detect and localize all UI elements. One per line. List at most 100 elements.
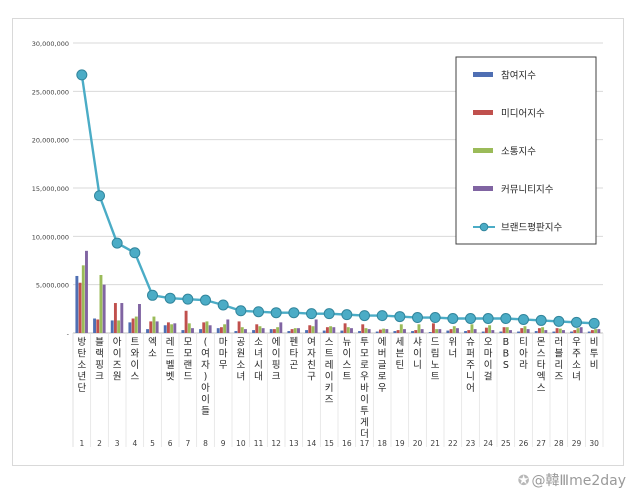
bar — [473, 329, 477, 333]
bar — [470, 324, 474, 333]
bar — [417, 324, 421, 333]
rank-label: 14 — [307, 439, 317, 448]
rank-label: 7 — [185, 439, 190, 448]
rank-label: 4 — [132, 439, 137, 448]
bar — [431, 323, 435, 333]
bar — [491, 330, 495, 333]
bar — [85, 250, 88, 333]
bar — [350, 328, 353, 333]
rank-label: 11 — [254, 439, 264, 448]
line-point — [447, 313, 459, 324]
rank-label: 22 — [448, 439, 458, 448]
line-point — [270, 307, 282, 319]
legend-label: 참여지수 — [501, 70, 536, 82]
bar — [382, 328, 386, 333]
rank-label: 25 — [501, 439, 511, 448]
bar — [181, 330, 185, 333]
bar — [219, 327, 223, 333]
bar — [570, 331, 573, 333]
legend-swatch — [473, 186, 493, 191]
line-point — [359, 310, 370, 322]
bar — [537, 328, 541, 333]
bar — [78, 282, 82, 333]
bar — [329, 326, 333, 333]
bar — [146, 329, 149, 333]
bar — [234, 331, 238, 333]
y-tick-label: 20,000,000 — [32, 137, 69, 145]
line-point — [94, 190, 105, 202]
line-point — [147, 289, 158, 301]
y-tick-label: 25,000,000 — [32, 88, 69, 96]
bar — [358, 331, 361, 333]
bar — [346, 327, 350, 333]
rank-label: 6 — [168, 439, 173, 448]
bar — [332, 327, 336, 333]
line-point — [571, 316, 582, 328]
bar — [464, 331, 467, 333]
bar — [481, 331, 485, 333]
rank-label: 27 — [536, 439, 546, 448]
line-point — [288, 307, 300, 319]
bar — [576, 328, 580, 333]
bar — [526, 329, 530, 333]
legend-label: 브랜드평판지수 — [501, 223, 562, 234]
line-point — [253, 306, 264, 318]
bar — [237, 321, 241, 333]
legend-swatch-marker — [479, 222, 489, 232]
rank-label: 12 — [271, 439, 281, 448]
legend-box — [455, 56, 597, 245]
bar — [287, 331, 291, 333]
bar — [138, 304, 141, 333]
bar — [128, 322, 132, 333]
rank-label: 17 — [360, 439, 370, 448]
bar — [75, 275, 79, 333]
rank-label: 29 — [572, 439, 582, 448]
bar — [223, 324, 227, 333]
legend-swatch — [473, 72, 493, 77]
bar — [311, 326, 315, 333]
bar — [170, 324, 174, 333]
bar — [191, 328, 194, 333]
legend-swatch — [473, 148, 493, 153]
bar — [361, 324, 365, 333]
rank-label: 13 — [289, 439, 299, 448]
rank-label: 28 — [554, 439, 564, 448]
bar — [438, 329, 442, 333]
bar — [449, 329, 453, 333]
legend-swatch — [473, 110, 493, 115]
bar — [403, 329, 406, 333]
bar — [226, 319, 230, 333]
line-point — [129, 247, 141, 259]
line-point — [465, 313, 476, 324]
bar — [81, 265, 85, 333]
bar — [544, 330, 548, 333]
line-point — [323, 308, 335, 320]
bar — [120, 303, 124, 333]
rank-label: 10 — [236, 439, 246, 448]
bar — [261, 328, 265, 333]
y-tick-label: - — [67, 330, 70, 338]
line-point — [200, 294, 211, 306]
watermark-text: @韓Ⅲme2day — [531, 473, 626, 489]
category-label: (여 자) 아 이 들 — [201, 337, 210, 417]
rank-label: 20 — [413, 439, 423, 448]
bar — [272, 329, 276, 333]
bar — [99, 275, 103, 333]
bar — [205, 321, 209, 333]
bar — [520, 328, 524, 333]
line-point — [235, 305, 247, 317]
